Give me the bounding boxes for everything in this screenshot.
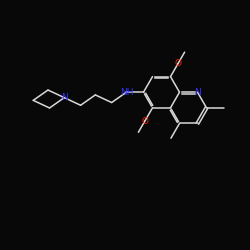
Text: NH: NH bbox=[120, 88, 133, 97]
Text: N: N bbox=[194, 88, 201, 97]
Text: N: N bbox=[61, 93, 68, 102]
Text: O: O bbox=[175, 59, 182, 68]
Text: O: O bbox=[141, 116, 148, 126]
